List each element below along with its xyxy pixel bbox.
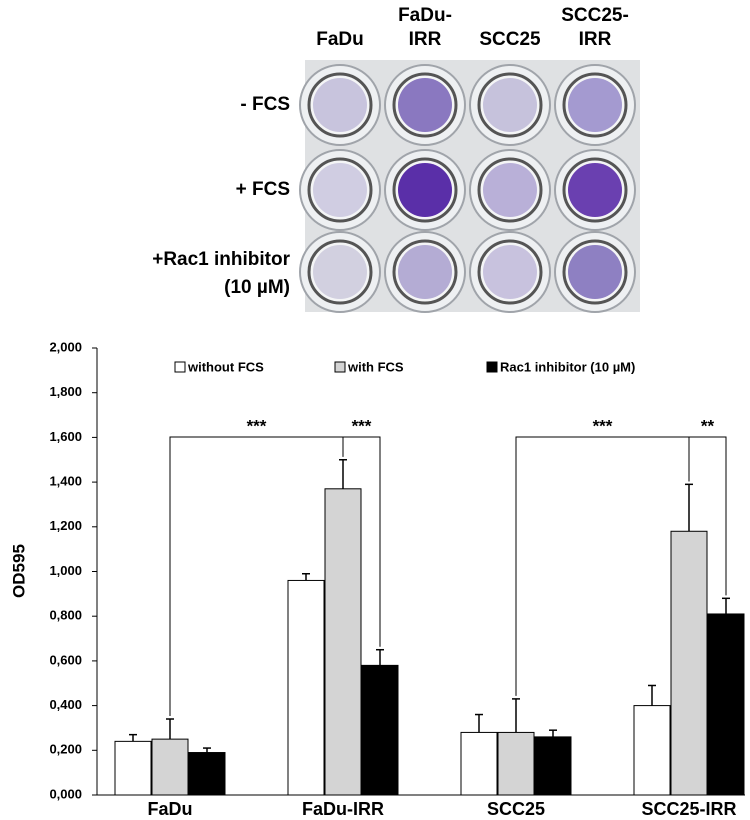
bar bbox=[361, 664, 399, 796]
significance-bracket bbox=[342, 436, 381, 647]
y-tick-label: 2,000 bbox=[49, 339, 82, 354]
error-bar bbox=[685, 483, 693, 532]
row-label: (10 µM) bbox=[224, 277, 290, 298]
error-bar bbox=[339, 459, 347, 489]
column-label: SCC25- bbox=[561, 5, 629, 26]
bar bbox=[151, 738, 189, 796]
well-stain bbox=[398, 78, 452, 132]
error-bar bbox=[166, 718, 174, 740]
y-tick-label: 1,800 bbox=[49, 384, 82, 399]
well-stain bbox=[398, 163, 452, 217]
well-stain bbox=[313, 78, 367, 132]
well-stain bbox=[483, 78, 537, 132]
legend-label: Rac1 inhibitor (10 µM) bbox=[500, 359, 635, 374]
column-label: IRR bbox=[579, 29, 612, 50]
legend-label: without FCS bbox=[187, 359, 264, 374]
x-tick-label: SCC25-IRR bbox=[641, 799, 736, 819]
y-tick-label: 0,200 bbox=[49, 742, 82, 757]
legend-swatch bbox=[174, 361, 186, 373]
bar bbox=[114, 740, 152, 796]
y-tick-label: 1,200 bbox=[49, 518, 82, 533]
error-bar bbox=[203, 747, 211, 753]
error-bar bbox=[648, 684, 656, 706]
y-tick-label: 0,600 bbox=[49, 652, 82, 667]
row-label: + FCS bbox=[236, 179, 290, 200]
bar bbox=[324, 488, 362, 796]
well-stain bbox=[398, 245, 452, 299]
row-label: +Rac1 inhibitor bbox=[152, 249, 290, 270]
x-tick-label: FaDu-IRR bbox=[302, 799, 384, 819]
bar bbox=[534, 736, 572, 796]
column-label: FaDu- bbox=[398, 5, 452, 26]
significance-label: *** bbox=[247, 416, 267, 435]
bar bbox=[460, 731, 498, 796]
well-stain bbox=[483, 163, 537, 217]
significance-label: ** bbox=[701, 416, 715, 435]
significance-label: *** bbox=[352, 416, 372, 435]
error-bar bbox=[302, 572, 310, 581]
column-label: FaDu bbox=[316, 29, 364, 50]
error-bar bbox=[129, 733, 137, 742]
well-stain bbox=[313, 163, 367, 217]
legend-swatch bbox=[486, 361, 498, 373]
error-bar bbox=[512, 698, 520, 733]
error-bar bbox=[549, 729, 557, 737]
error-bar bbox=[475, 713, 483, 733]
well-stain bbox=[568, 245, 622, 299]
significance-label: *** bbox=[593, 416, 613, 435]
error-bar bbox=[722, 597, 730, 614]
legend-label: with FCS bbox=[347, 359, 404, 374]
bar bbox=[188, 752, 226, 796]
y-tick-label: 0,800 bbox=[49, 608, 82, 623]
y-tick-label: 1,400 bbox=[49, 474, 82, 489]
significance-bracket bbox=[688, 436, 727, 596]
x-tick-label: SCC25 bbox=[487, 799, 545, 819]
x-tick-label: FaDu bbox=[148, 799, 193, 819]
y-tick-label: 1,600 bbox=[49, 429, 82, 444]
error-bar bbox=[376, 648, 384, 666]
y-tick-label: 0,400 bbox=[49, 697, 82, 712]
y-axis-label: OD595 bbox=[9, 544, 28, 598]
y-tick-label: 1,000 bbox=[49, 563, 82, 578]
row-label: - FCS bbox=[240, 94, 290, 115]
column-label: SCC25 bbox=[479, 29, 541, 50]
legend-swatch bbox=[334, 361, 346, 373]
well-stain bbox=[568, 163, 622, 217]
bar bbox=[287, 579, 325, 796]
bar bbox=[633, 705, 671, 796]
well-stain bbox=[483, 245, 537, 299]
well-stain bbox=[568, 78, 622, 132]
significance-bracket bbox=[515, 436, 690, 696]
bar bbox=[497, 731, 535, 796]
bar bbox=[707, 613, 745, 796]
column-label: IRR bbox=[409, 29, 442, 50]
bar bbox=[670, 530, 708, 796]
y-tick-label: 0,000 bbox=[49, 786, 82, 801]
well-stain bbox=[313, 245, 367, 299]
